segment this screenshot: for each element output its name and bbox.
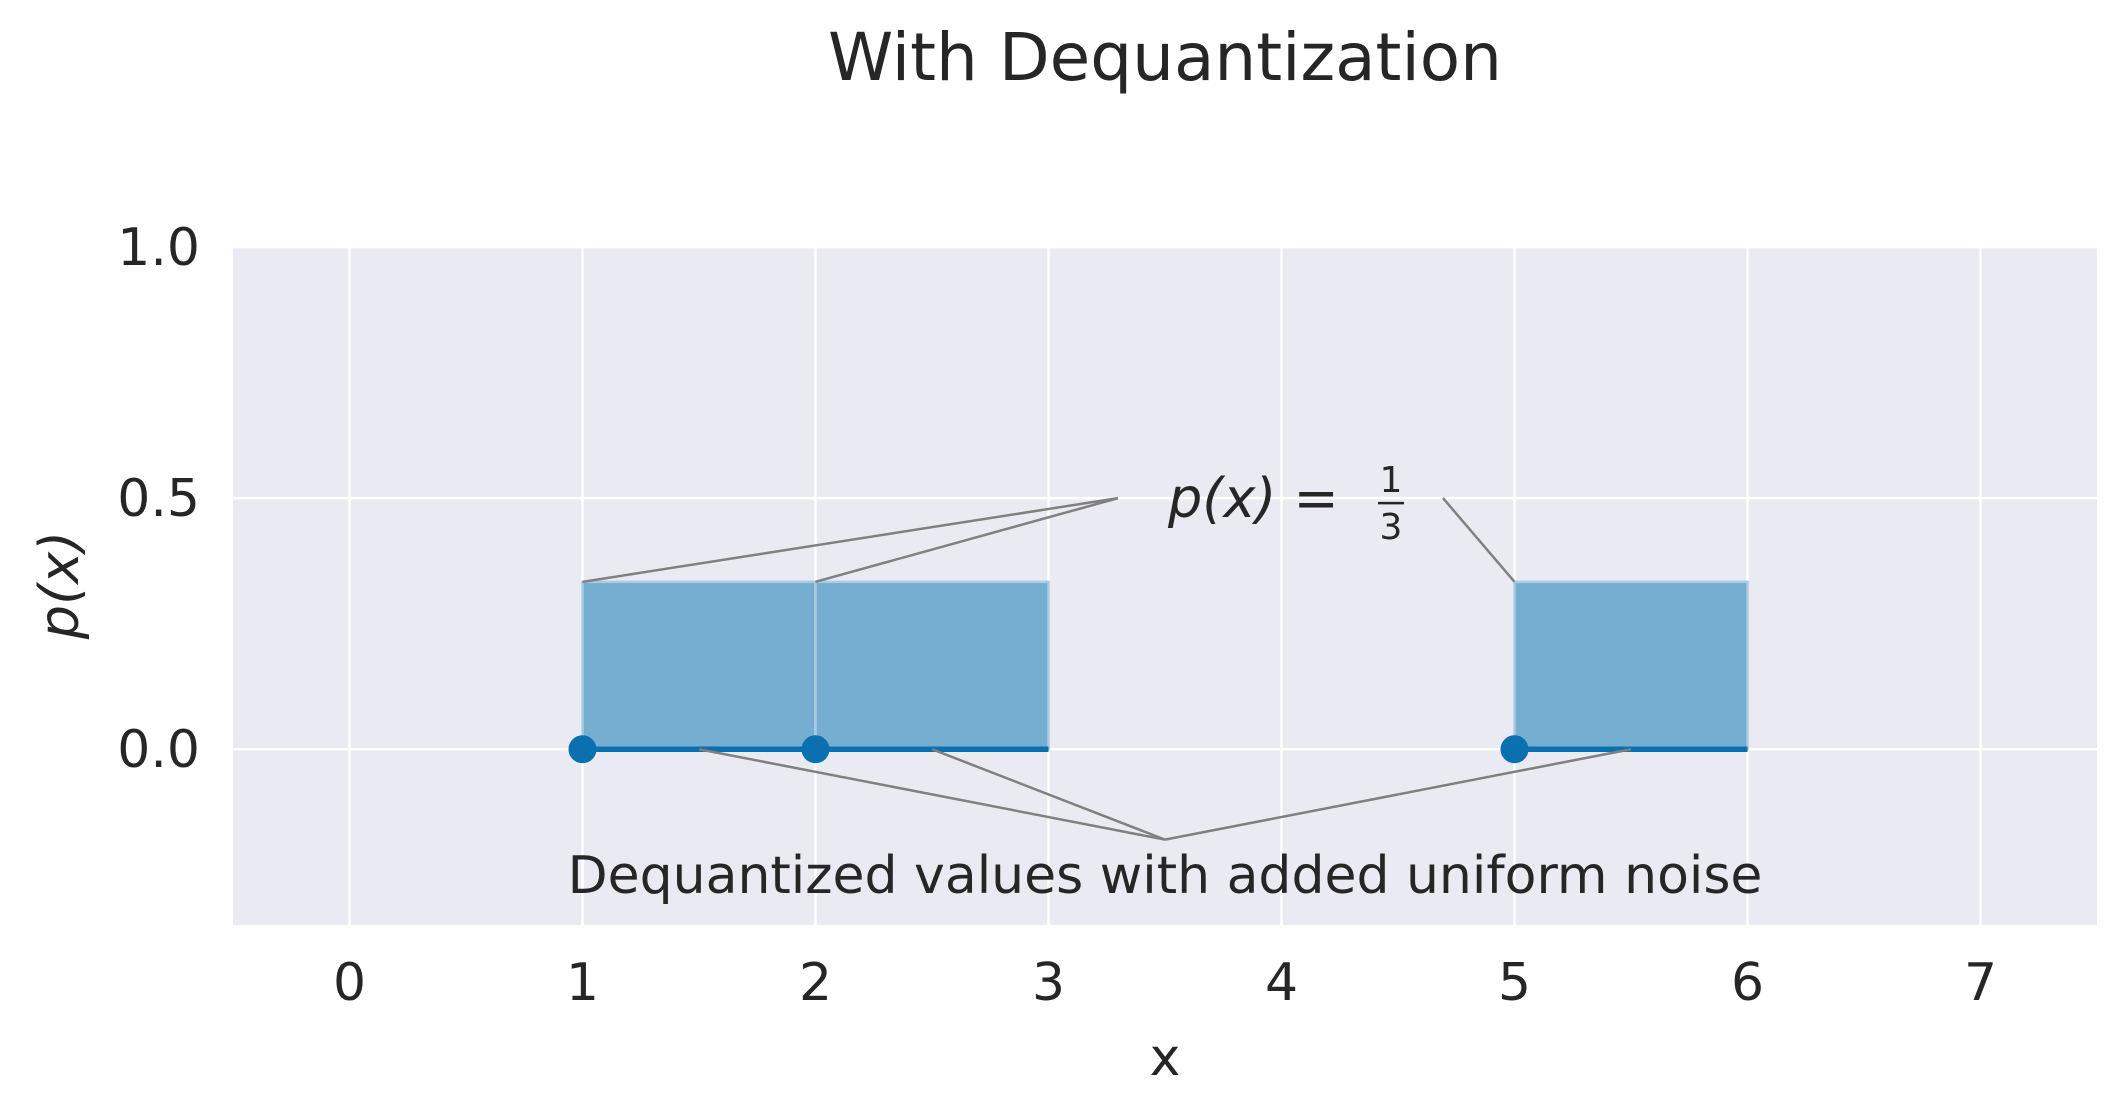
x-tick-label: 5 bbox=[1498, 953, 1531, 1013]
y-tick-labels: 0.0 0.5 1.0 bbox=[117, 218, 200, 780]
density-annotation-line bbox=[1442, 497, 1516, 583]
y-tick-label: 1.0 bbox=[117, 218, 200, 278]
data-point bbox=[1500, 735, 1529, 764]
density-annotation-line bbox=[582, 496, 1119, 584]
x-tick-label: 0 bbox=[333, 953, 366, 1013]
y-axis-label: p(x) bbox=[28, 531, 91, 640]
density-bar bbox=[814, 580, 1050, 751]
noise-annotation-text: Dequantized values with added uniform no… bbox=[568, 846, 1763, 906]
density-bar bbox=[1513, 580, 1749, 751]
x-tick-labels: 0 1 2 3 4 5 6 7 bbox=[333, 953, 1997, 1013]
data-point bbox=[568, 735, 597, 764]
data-point bbox=[801, 735, 830, 764]
density-annotation: p(x) = 1 3 bbox=[1167, 460, 1404, 548]
x-tick-label: 3 bbox=[1032, 953, 1065, 1013]
x-tick-label: 7 bbox=[1964, 953, 1997, 1013]
x-tick-label: 6 bbox=[1731, 953, 1764, 1013]
density-fraction-denominator: 3 bbox=[1380, 507, 1403, 548]
y-tick-label: 0.5 bbox=[117, 469, 200, 529]
x-axis-label: x bbox=[1150, 1028, 1181, 1088]
noise-annotation-line bbox=[931, 748, 1166, 841]
noise-annotation-line bbox=[698, 747, 1166, 841]
y-tick-label: 0.0 bbox=[117, 720, 200, 780]
x-tick-label: 1 bbox=[566, 953, 599, 1013]
noise-annotation-line bbox=[1164, 747, 1632, 841]
density-annotation-text: p(x) = bbox=[1167, 467, 1339, 530]
data-points bbox=[568, 735, 1529, 764]
density-fraction-numerator: 1 bbox=[1380, 460, 1403, 501]
density-annotation-line bbox=[815, 496, 1119, 584]
x-tick-label: 4 bbox=[1265, 953, 1298, 1013]
plot-area bbox=[233, 247, 2097, 925]
density-bars bbox=[581, 580, 1749, 751]
annotation-lines bbox=[582, 496, 1632, 841]
density-bar bbox=[581, 580, 817, 751]
chart-title: With Dequantization bbox=[828, 19, 1502, 96]
x-tick-label: 2 bbox=[799, 953, 832, 1013]
